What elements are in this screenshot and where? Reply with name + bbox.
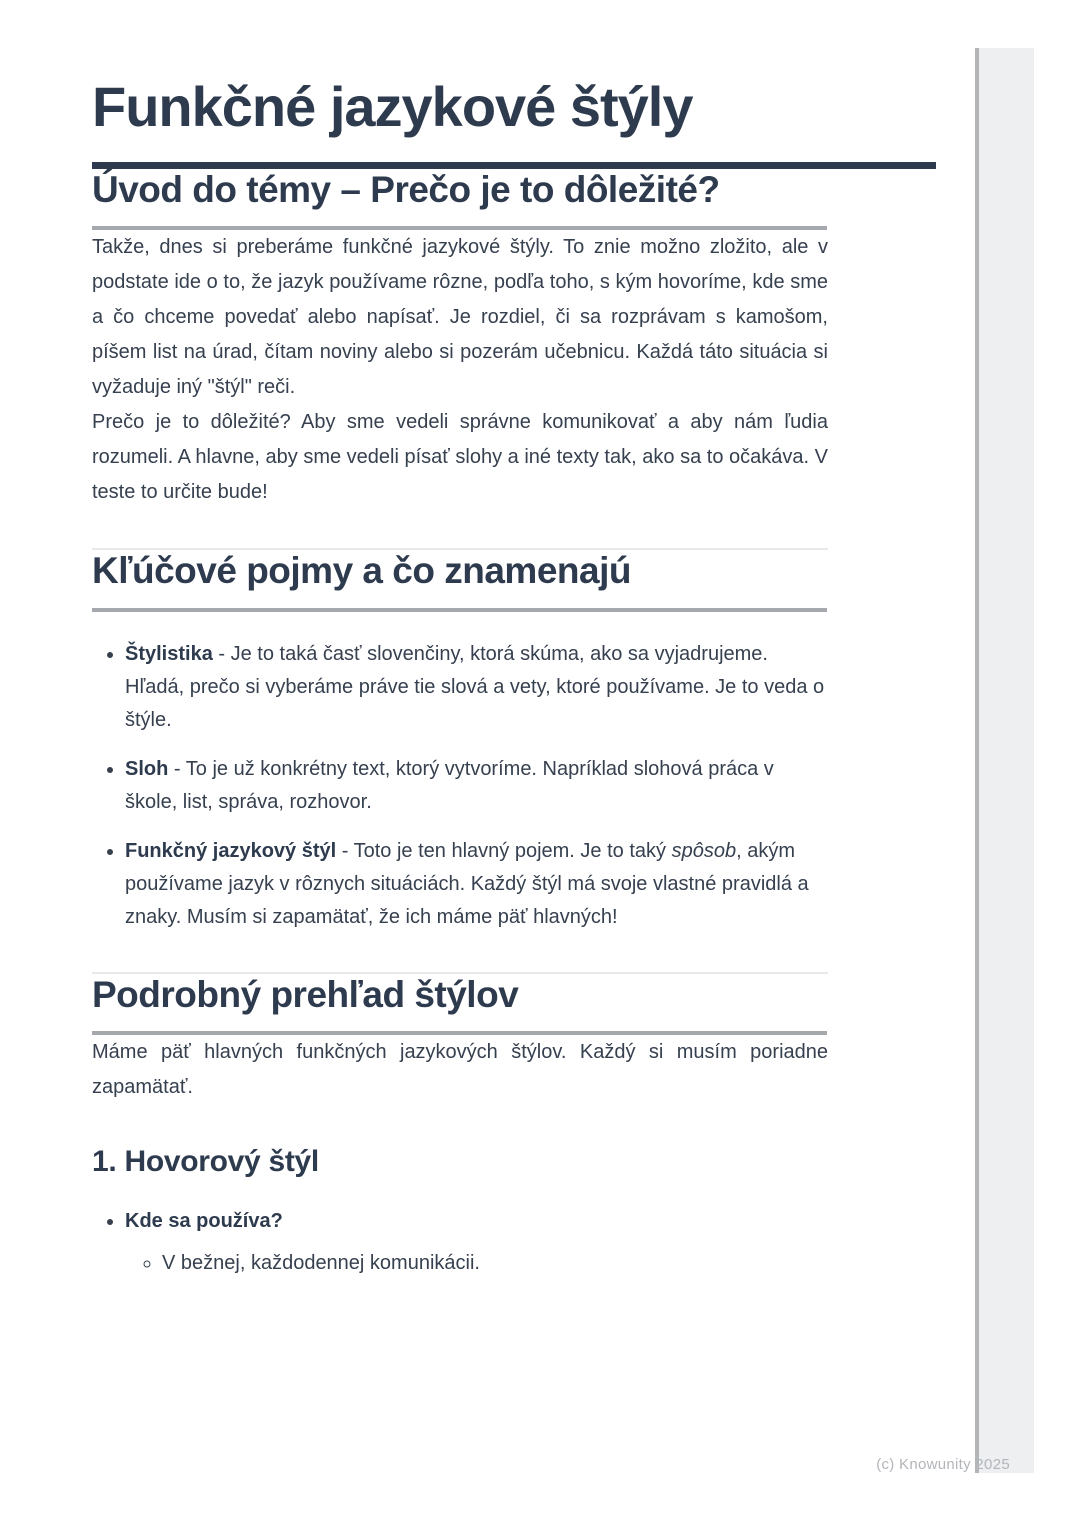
intro-paragraph-1: Takže, dnes si preberáme funkčné jazykov… — [92, 236, 828, 399]
concept-definition: - Toto je ten hlavný pojem. Je to taký — [341, 839, 672, 862]
page-content: Funkčné jazykové štýly Úvod do témy – Pr… — [92, 0, 936, 1280]
concept-list: Štylistika - Je to taká časť slovenčiny,… — [92, 638, 828, 934]
style-1-list: Kde sa používa? V bežnej, každodennej ko… — [92, 1205, 828, 1280]
section-intro: Úvod do témy – Prečo je to dôležité? Tak… — [92, 169, 828, 510]
footer-credit: (c) Knowunity 2025 — [876, 1456, 1010, 1473]
concept-definition: - Je to taká časť slovenčiny, ktorá skúm… — [125, 642, 825, 731]
list-item: Štylistika - Je to taká časť slovenčiny,… — [125, 638, 828, 737]
intro-heading: Úvod do témy – Prečo je to dôležité? — [92, 168, 720, 210]
page-edge-strip — [975, 48, 1034, 1473]
intro-heading-rule — [92, 226, 827, 231]
section-overview: Podrobný prehľad štýlov Máme päť hlavnýc… — [92, 974, 828, 1280]
concept-term: Sloh — [125, 757, 169, 780]
overview-paragraph: Máme päť hlavných funkčných jazykových š… — [92, 1041, 828, 1099]
section-divider — [92, 971, 828, 974]
concept-term: Štylistika — [125, 642, 213, 665]
list-item: Sloh - To je už konkrétny text, ktorý vy… — [125, 753, 828, 819]
concept-term: Funkčný jazykový štýl — [125, 839, 337, 862]
list-item: Kde sa používa? V bežnej, každodennej ko… — [125, 1205, 828, 1280]
question-label: Kde sa používa? — [125, 1210, 283, 1233]
concepts-heading: Kľúčové pojmy a čo znamenajú — [92, 550, 631, 592]
concept-definition: , akým používame jazyk v rôznych situáci… — [125, 839, 809, 928]
page-title: Funkčné jazykové štýly — [92, 75, 694, 138]
concept-definition-italic: spôsob — [671, 839, 737, 862]
list-item: V bežnej, každodennej komunikácii. — [162, 1247, 828, 1280]
section-concepts: Kľúčové pojmy a čo znamenajú Štylistika … — [92, 550, 828, 933]
intro-paragraph-2: Prečo je to dôležité? Aby sme vedeli spr… — [92, 411, 828, 504]
overview-heading: Podrobný prehľad štýlov — [92, 973, 519, 1015]
list-item: Funkčný jazykový štýl - Toto je ten hlav… — [125, 835, 828, 934]
section-divider — [92, 548, 828, 551]
answer-sublist: V bežnej, každodennej komunikácii. — [125, 1247, 828, 1280]
style-1-heading: 1. Hovorový štýl — [92, 1145, 319, 1179]
concept-definition: - To je už konkrétny text, ktorý vytvorí… — [125, 757, 774, 813]
concepts-heading-rule — [92, 607, 827, 612]
title-rule — [92, 161, 936, 169]
overview-heading-rule — [92, 1031, 827, 1036]
